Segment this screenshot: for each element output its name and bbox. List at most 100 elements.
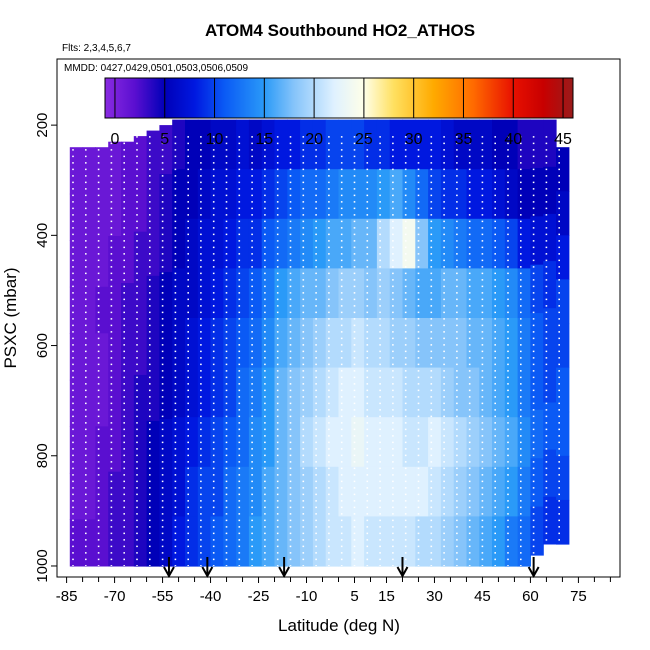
heatmap-cell — [428, 218, 442, 269]
heatmap-cell — [223, 417, 237, 468]
heatmap-cell — [172, 318, 186, 369]
heatmap-cell — [210, 169, 224, 220]
heatmap-cell — [389, 516, 404, 567]
heatmap-cell — [402, 268, 416, 319]
heatmap-cell — [479, 367, 493, 418]
heatmap-cell — [274, 218, 288, 269]
heatmap-cell — [82, 519, 96, 567]
heatmap-cell — [300, 367, 314, 418]
heatmap-cell — [300, 417, 314, 468]
heatmap-cell — [492, 218, 506, 269]
heatmap-cell — [364, 119, 378, 170]
heatmap-cell — [185, 367, 199, 418]
heatmap-cell — [133, 422, 148, 472]
heatmap-cell — [236, 367, 250, 418]
heatmap-cell — [82, 472, 96, 520]
heatmap-cell — [479, 169, 493, 220]
heatmap-cell — [82, 426, 96, 474]
heatmap-cell — [95, 426, 109, 474]
heatmap-cell — [479, 466, 493, 517]
heatmap-cell — [543, 119, 557, 168]
heatmap-cell — [479, 268, 493, 319]
heatmap-cell — [453, 516, 468, 567]
heatmap-cell — [517, 268, 531, 319]
heatmap-cell — [274, 516, 288, 567]
heatmap-cell — [236, 466, 250, 517]
heatmap-cell — [133, 136, 148, 185]
heatmap-cell — [236, 417, 250, 468]
heatmap-cell — [159, 517, 173, 567]
heatmap-cell — [466, 367, 480, 418]
heatmap-cell — [428, 516, 442, 567]
heatmap-cell — [530, 216, 544, 266]
heatmap-cell — [197, 466, 212, 517]
heatmap-cell — [479, 218, 493, 269]
heatmap-cell — [556, 323, 570, 369]
heatmap-cell — [517, 417, 531, 468]
heatmap-cell — [389, 318, 404, 369]
heatmap-cell — [325, 218, 340, 269]
heatmap-cell — [159, 370, 173, 420]
heatmap-cell — [364, 367, 378, 418]
heatmap-cell — [351, 268, 365, 319]
heatmap-cell — [338, 417, 352, 468]
heatmap-cell — [146, 324, 160, 374]
heatmap-cell — [466, 119, 480, 170]
ocean-crossing-arrows — [163, 557, 540, 579]
heatmap-cell — [376, 367, 391, 418]
heatmap-cell — [492, 119, 506, 170]
heatmap-cell — [108, 141, 122, 190]
heatmap-cell — [504, 169, 519, 220]
heatmap-cell — [364, 417, 378, 468]
heatmap-cell — [325, 417, 340, 468]
heatmap-cell — [517, 516, 531, 567]
x-axis: -85 -70 -55 -40 -25 -10 5 15 30 45 60 75 — [56, 577, 611, 605]
heatmap-cell — [121, 236, 135, 284]
heatmap-cell — [530, 168, 544, 217]
heatmap-cell — [479, 417, 493, 468]
heatmap-cell — [108, 188, 122, 237]
heatmap-cell — [351, 516, 365, 567]
heatmap-cell — [530, 313, 544, 363]
x-tick-label: 60 — [522, 588, 539, 605]
heatmap-cell — [376, 417, 391, 468]
heatmap-cell — [210, 417, 224, 468]
heatmap-cell — [261, 119, 276, 170]
heatmap-cell — [210, 466, 224, 517]
heatmap-cell — [82, 193, 96, 241]
heatmap-cell — [248, 268, 263, 319]
arrow-marker — [201, 557, 214, 579]
heatmap-cell — [108, 236, 122, 284]
heatmap-cell — [389, 367, 404, 418]
heatmap-cell — [428, 417, 442, 468]
heatmap-cell — [466, 516, 480, 567]
heatmap-cell — [95, 147, 109, 195]
heatmap-cell — [530, 409, 544, 459]
heatmap-cell — [108, 283, 122, 331]
heatmap-cell — [466, 466, 480, 517]
y-axis-label: PSXC (mbar) — [1, 267, 20, 368]
heatmap-cell — [274, 268, 288, 319]
colorbar: 0 5 10 15 20 25 30 35 40 45 — [104, 77, 574, 148]
x-tick-label: -55 — [152, 588, 174, 605]
heatmap-cell — [95, 240, 109, 288]
heatmap-cell — [338, 169, 352, 220]
heatmap-cell — [287, 516, 301, 567]
heatmap-cell — [440, 318, 455, 369]
heatmap-cell — [300, 169, 314, 220]
heatmap-cell — [466, 268, 480, 319]
heatmap-cell — [543, 213, 557, 262]
heatmap-cell — [108, 518, 122, 567]
arrow-marker — [163, 557, 175, 579]
heatmap-cell — [300, 268, 314, 319]
heatmap-cell — [376, 516, 391, 567]
heatmap-cell — [466, 169, 480, 220]
heatmap-cell — [428, 318, 442, 369]
heatmap-cell — [95, 286, 109, 334]
heatmap-cell — [364, 268, 378, 319]
heatmap-cell — [172, 367, 186, 418]
heatmap-cell — [95, 472, 109, 520]
heatmap-cell — [248, 516, 263, 567]
heatmap-cell — [389, 218, 404, 269]
